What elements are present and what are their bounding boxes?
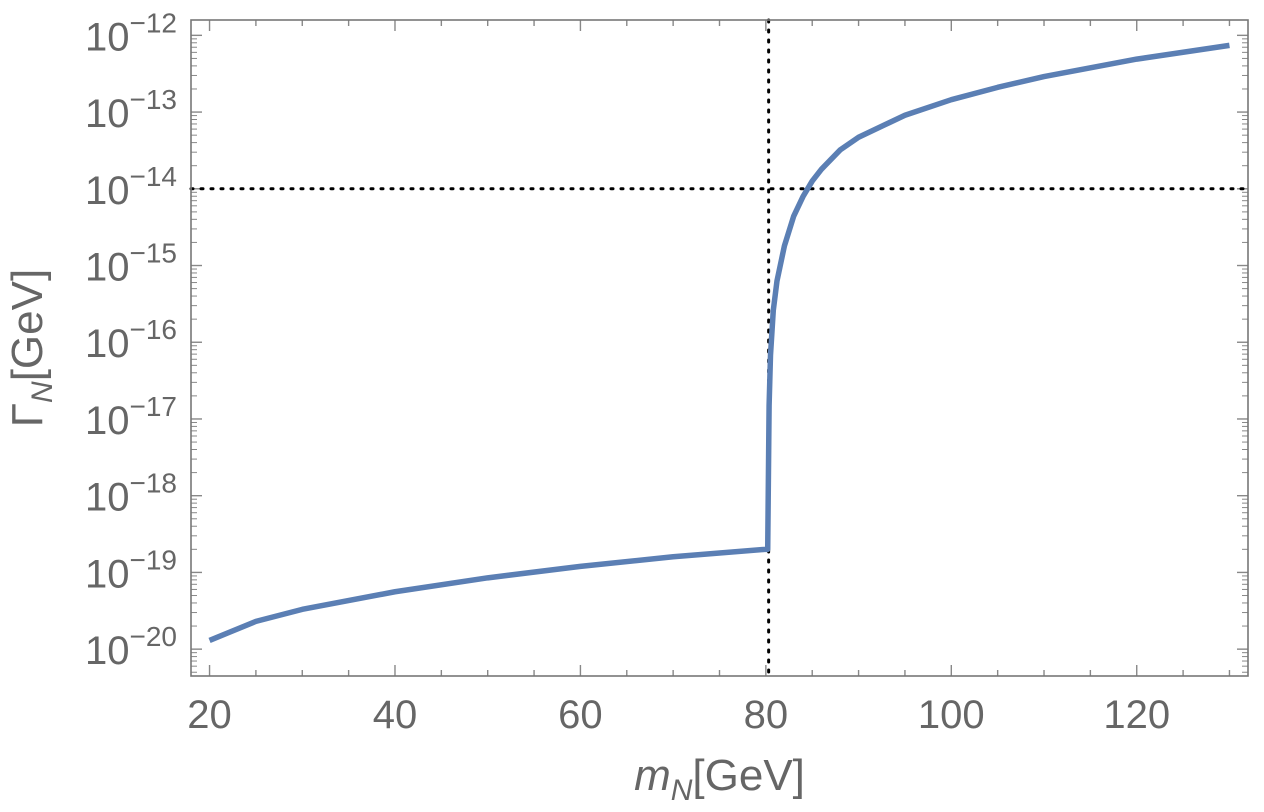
- y-tick-label: 10−17: [85, 391, 177, 443]
- y-tick-label-exp: −20: [130, 621, 178, 652]
- y-tick-label: 10−13: [85, 84, 177, 136]
- y-tick-label-base: 10: [85, 246, 130, 290]
- y-axis-label: ΓN[GeV]: [3, 269, 59, 427]
- reference-lines: [189, 18, 1250, 678]
- y-tick-label: 10−12: [85, 7, 177, 59]
- y-tick-label-base: 10: [85, 476, 130, 520]
- x-axis-label-sub: N: [671, 774, 693, 807]
- x-tick-label: 100: [918, 693, 985, 737]
- x-tick-label: 80: [744, 693, 789, 737]
- x-tick-label: 20: [187, 693, 232, 737]
- y-tick-label-exp: −12: [130, 7, 178, 38]
- y-axis-label-text: ΓN[GeV]: [3, 269, 59, 427]
- y-tick-label-base: 10: [85, 552, 130, 596]
- y-tick-label-exp: −19: [130, 544, 178, 575]
- y-tick-labels: 10−2010−1910−1810−1710−1610−1510−1410−13…: [85, 7, 177, 673]
- x-axis-label-unit: [GeV]: [692, 751, 805, 800]
- y-tick-label-exp: −18: [130, 468, 178, 499]
- y-tick-label-base: 10: [85, 629, 130, 673]
- y-tick-label: 10−15: [85, 238, 177, 290]
- y-tick-label: 10−14: [85, 161, 177, 213]
- y-tick-label: 10−18: [85, 468, 177, 520]
- y-tick-label-exp: −13: [130, 84, 178, 115]
- x-tick-label: 60: [558, 693, 603, 737]
- y-axis-label-sub: N: [26, 381, 59, 403]
- series-layer: [208, 42, 1230, 643]
- x-axis-label: mN[GeV]: [634, 751, 805, 807]
- plot-frame: [190, 19, 1249, 677]
- x-tick-labels: 20 40 60 80 100 120: [187, 693, 1170, 737]
- x-axis-label-main: m: [634, 751, 671, 800]
- y-tick-label-base: 10: [85, 15, 130, 59]
- axis-ticks: [191, 20, 1248, 676]
- y-tick-label-exp: −14: [130, 161, 178, 192]
- series-line: [208, 42, 1230, 643]
- y-tick-label-base: 10: [85, 322, 130, 366]
- y-tick-label: 10−16: [85, 314, 177, 366]
- y-tick-label-exp: −17: [130, 391, 178, 422]
- y-tick-label-exp: −15: [130, 238, 178, 269]
- x-tick-label: 40: [373, 693, 418, 737]
- y-tick-label-base: 10: [85, 169, 130, 213]
- y-tick-label: 10−19: [85, 544, 177, 596]
- y-tick-label-base: 10: [85, 399, 130, 443]
- x-tick-label: 120: [1103, 693, 1170, 737]
- y-tick-label: 10−20: [85, 621, 177, 673]
- y-tick-label-exp: −16: [130, 314, 178, 345]
- y-axis-label-main: Γ: [3, 403, 52, 427]
- y-tick-label-base: 10: [85, 92, 130, 136]
- y-axis-label-unit: [GeV]: [3, 269, 52, 382]
